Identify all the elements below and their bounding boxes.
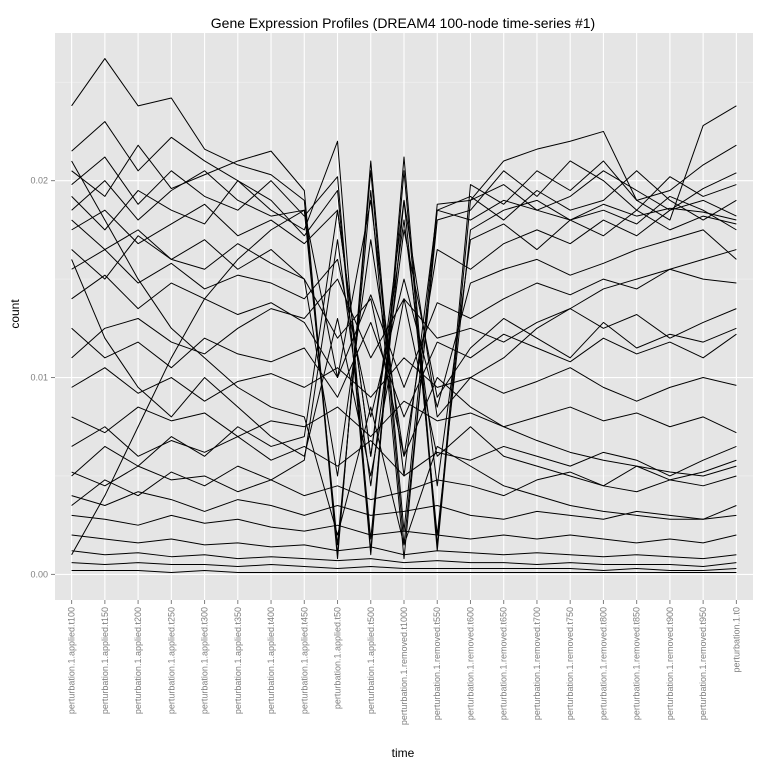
series-line-19 [71,534,737,560]
x-tick-label: perturbation.1.applied.t250 [166,607,176,714]
series-line-16 [71,465,737,501]
series-line-2 [71,121,737,552]
series-line-5 [71,170,737,560]
x-tick-label: perturbation.1.applied.t450 [299,607,309,714]
series-line-7 [71,203,737,487]
x-tick-label: perturbation.1.applied.t50 [333,607,343,709]
x-tick-label: perturbation.1.applied.t300 [200,607,210,714]
x-tick-label: perturbation.1.removed.t900 [665,607,675,720]
series-line-4 [71,156,737,556]
x-axis-title: time [392,746,415,760]
series-line-21 [71,562,737,571]
y-tick-label: 0.02 [30,176,48,186]
series-line-20 [71,550,737,568]
x-tick-label: perturbation.1.applied.t200 [133,607,143,714]
x-tick-label: perturbation.1.applied.t500 [366,607,376,714]
series-line-9 [71,229,737,418]
x-tick-label: perturbation.1.removed.t800 [598,607,608,720]
x-tick-label: perturbation.1.applied.t350 [233,607,243,714]
x-tick-label: perturbation.1.removed.t700 [532,607,542,720]
x-tick-label: perturbation.1.applied.t400 [266,607,276,714]
y-tick-label: 0.01 [30,373,48,383]
x-tick-label: perturbation.1.removed.t750 [565,607,575,720]
x-tick-label: perturbation.1.removed.t650 [499,607,509,720]
y-axis: 0.00 0.01 0.02 [30,176,55,579]
series-line-26 [71,199,737,477]
x-tick-label: perturbation.1.removed.t600 [465,607,475,720]
y-axis-title: count [8,299,22,329]
x-tick-label: perturbation.1.removed.t950 [698,607,708,720]
y-tick-label: 0.00 [30,569,48,579]
series-line-13 [71,357,737,402]
series-line-10 [71,268,737,388]
x-tick-label: perturbation.1.removed.t850 [632,607,642,720]
x-tick-label: perturbation.1.removed.t550 [432,607,442,720]
series-line-23 [71,259,737,487]
x-tick-label: perturbation.1.applied.t100 [67,607,77,714]
x-axis: perturbation.1.applied.t100 perturbation.… [67,600,741,725]
x-tick-label: perturbation.1.t0 [731,607,741,673]
x-tick-label: perturbation.1.removed.t1000 [399,607,409,725]
series-line-22 [71,569,737,573]
series-line-14 [71,400,737,438]
x-tick-label: perturbation.1.applied.t150 [100,607,110,714]
series-line-12 [71,321,737,418]
series-line-18 [71,514,737,544]
series-line-27 [71,219,737,477]
series-line-25 [71,160,737,546]
chart-title: Gene Expression Profiles (DREAM4 100-nod… [211,15,595,31]
series-line-28 [71,229,737,506]
series-layer [71,58,737,573]
